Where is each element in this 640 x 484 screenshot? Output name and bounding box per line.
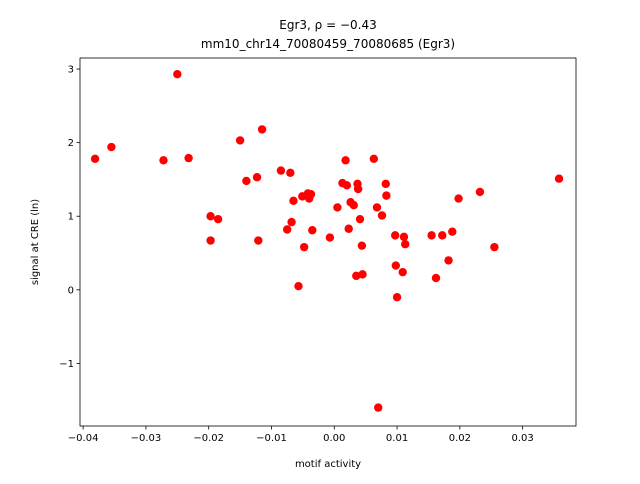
data-point-30	[344, 224, 353, 233]
chart-title-line-1: Egr3, ρ = −0.43	[279, 18, 376, 32]
data-point-17	[289, 196, 298, 205]
x-tick-label-0: −0.04	[68, 433, 99, 444]
data-point-23	[306, 189, 316, 199]
data-point-48	[398, 267, 407, 277]
y-tick-label-2: 1	[68, 212, 74, 223]
data-point-28	[341, 156, 350, 165]
data-point-35	[353, 184, 363, 194]
data-point-1	[107, 142, 116, 152]
y-tick-label-0: −1	[59, 359, 74, 370]
data-point-40	[372, 203, 382, 212]
data-point-4	[184, 153, 193, 163]
data-point-49	[399, 232, 409, 242]
data-point-56	[454, 194, 463, 203]
data-point-38	[358, 270, 367, 279]
data-point-29	[342, 181, 352, 190]
data-point-33	[352, 271, 361, 281]
data-point-53	[438, 231, 447, 240]
data-point-20	[299, 242, 309, 252]
data-point-58	[490, 242, 499, 252]
y-axis-ticks: −1 0 1 2 3	[59, 65, 80, 370]
data-point-46	[391, 261, 401, 270]
data-point-0	[90, 154, 100, 164]
data-point-3	[173, 69, 182, 79]
data-point-42	[377, 211, 387, 220]
data-point-15	[286, 168, 295, 178]
data-point-47	[392, 293, 402, 302]
data-point-41	[374, 403, 383, 412]
x-axis-label: motif activity	[295, 459, 361, 470]
y-tick-label-1: 0	[68, 285, 74, 296]
data-point-18	[294, 281, 303, 291]
data-point-45	[390, 231, 400, 240]
data-point-13	[276, 166, 286, 175]
x-tick-label-7: 0.03	[512, 433, 534, 444]
data-point-5	[206, 212, 215, 221]
data-point-54	[444, 256, 453, 265]
data-point-9	[242, 176, 251, 186]
data-point-10	[252, 173, 262, 182]
data-point-32	[349, 201, 358, 210]
x-tick-label-5: 0.01	[386, 433, 408, 444]
data-point-2	[159, 156, 168, 165]
data-point-12	[257, 125, 267, 134]
data-point-37	[357, 241, 367, 250]
data-point-43	[381, 179, 390, 189]
data-point-51	[427, 231, 436, 240]
plot-frame	[79, 57, 577, 427]
data-point-44	[382, 191, 391, 200]
x-tick-label-6: 0.02	[449, 433, 471, 444]
data-points	[90, 69, 564, 412]
data-point-50	[401, 240, 410, 249]
y-axis-label: signal at CRE (ln)	[30, 199, 41, 285]
data-point-14	[282, 225, 292, 234]
data-point-39	[369, 154, 379, 164]
x-tick-label-1: −0.03	[131, 433, 162, 444]
data-point-36	[355, 214, 365, 224]
data-point-11	[254, 236, 263, 245]
data-point-57	[475, 187, 485, 197]
y-tick-label-3: 2	[68, 138, 74, 149]
data-point-26	[333, 203, 342, 212]
data-point-59	[554, 174, 564, 183]
data-point-52	[431, 273, 441, 283]
data-point-25	[325, 233, 335, 242]
data-point-6	[206, 236, 215, 245]
data-point-24	[308, 226, 317, 235]
x-tick-label-2: −0.02	[193, 433, 224, 444]
data-point-7	[213, 214, 223, 224]
x-tick-label-3: −0.01	[256, 433, 287, 444]
chart-title-line-2: mm10_chr14_70080459_70080685 (Egr3)	[201, 37, 455, 51]
data-point-55	[448, 227, 457, 236]
y-tick-label-4: 3	[68, 65, 74, 76]
data-point-8	[235, 136, 245, 145]
x-tick-label-4: 0.00	[323, 433, 345, 444]
x-axis-ticks: −0.04 −0.03 −0.02 −0.01 0.00 0.01 0.02 0.03	[68, 426, 534, 444]
data-point-16	[287, 217, 296, 227]
